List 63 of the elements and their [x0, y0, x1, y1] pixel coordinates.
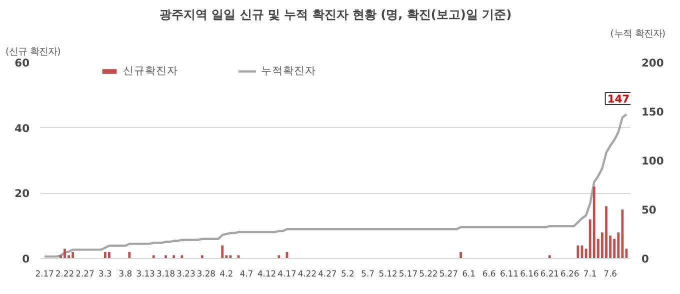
- y2-tick-label: 200: [642, 56, 664, 70]
- bar: [460, 252, 462, 258]
- x-tick-label: 7.1: [583, 268, 597, 278]
- x-tick-label: 5.17: [398, 268, 418, 278]
- x-tick-label: 6.1: [462, 268, 476, 278]
- bar: [104, 252, 106, 258]
- x-tick-label: 6.6: [482, 268, 496, 278]
- x-tick-label: 3.13: [136, 268, 155, 278]
- legend-label: 누적확진자: [261, 64, 316, 78]
- x-tick-label: 7.6: [604, 268, 617, 278]
- y-axis-title: (신규 확진자): [6, 46, 61, 58]
- x-tick-label: 4.12: [257, 268, 276, 278]
- x-tick-label: 2.27: [76, 268, 94, 278]
- x-tick-label: 4.7: [240, 268, 254, 278]
- x-tick-label: 3.3: [98, 268, 112, 278]
- x-tick-label: 3.28: [196, 268, 216, 278]
- bar: [200, 255, 204, 258]
- data-label: 147: [607, 92, 630, 106]
- y-tick-label: 60: [14, 56, 30, 70]
- bar: [229, 255, 232, 258]
- x-tick-label: 4.17: [278, 268, 296, 278]
- x-tick-label: 5.22: [419, 268, 438, 278]
- x-tick-label: 5.7: [361, 268, 374, 278]
- bar: [172, 255, 176, 258]
- bar: [278, 255, 280, 258]
- bar: [592, 186, 596, 258]
- bar: [108, 252, 110, 258]
- bar: [152, 255, 155, 258]
- x-tick-label: 6.16: [520, 268, 539, 278]
- bar: [180, 255, 184, 258]
- x-tick-label: 4.22: [298, 268, 317, 278]
- x-tick-label: 3.23: [176, 268, 196, 278]
- bar: [548, 255, 551, 258]
- x-tick-label: 6.26: [560, 268, 580, 278]
- y2-tick-label: 100: [642, 154, 664, 168]
- x-tick-label: 4.27: [318, 268, 337, 278]
- x-tick-label: 5.2: [340, 268, 354, 278]
- y-tick-label: 0: [22, 252, 30, 266]
- y2-tick-label: 50: [642, 204, 656, 216]
- legend-label: 신규확진자: [123, 64, 178, 78]
- bar: [72, 252, 74, 258]
- line-series: [43, 113, 628, 258]
- y2-tick-label: 0: [642, 252, 649, 266]
- x-tick-label: 3.18: [156, 268, 176, 278]
- x-tick-label: 6.11: [500, 268, 519, 278]
- bar: [605, 206, 608, 258]
- y-tick-label: 20: [14, 187, 30, 200]
- bar: [221, 245, 224, 258]
- x-tick-label: 2.17: [35, 268, 54, 278]
- x-tick-label: 5.12: [378, 268, 398, 278]
- y-tick-label: 40: [14, 122, 30, 135]
- y2-tick-label: 150: [642, 106, 664, 118]
- bar: [128, 252, 131, 258]
- chart-title: 광주지역 일일 신규 및 누적 확진자 현황 (명, 확진(보고)일 기준): [159, 8, 512, 22]
- bar: [621, 210, 624, 258]
- x-tick-label: 4.2: [220, 268, 234, 278]
- bar: [64, 248, 66, 258]
- bar: [164, 255, 167, 258]
- x-tick-label: 6.21: [540, 268, 560, 278]
- x-tick-label: 3.8: [118, 268, 132, 278]
- x-tick-label: 2.22: [55, 268, 74, 278]
- x-tick-label: 5.27: [439, 268, 458, 278]
- y2-axis-title: (누적 확진자): [610, 28, 666, 40]
